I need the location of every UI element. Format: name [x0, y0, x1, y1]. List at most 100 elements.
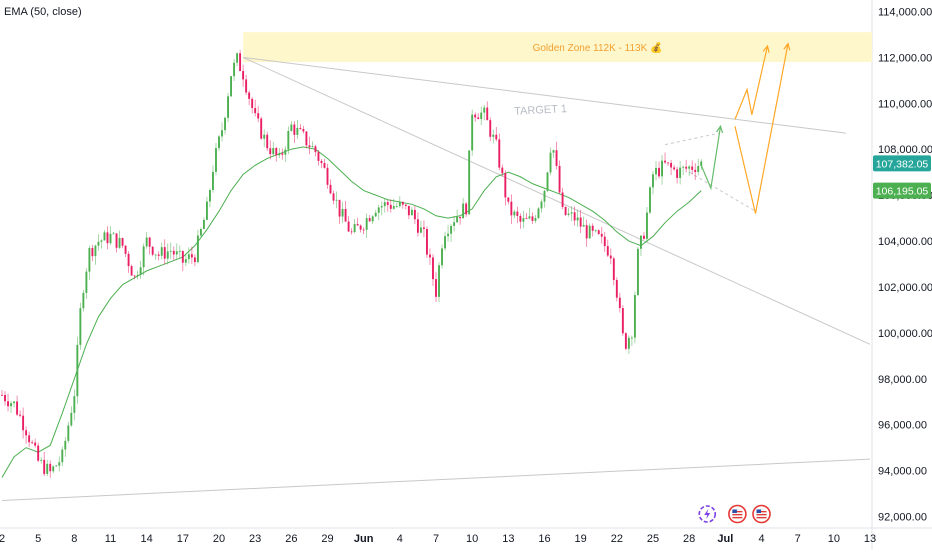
candle-up	[236, 53, 239, 63]
candle-up	[471, 114, 474, 151]
candle-up	[88, 247, 91, 272]
candle-down	[667, 162, 670, 164]
candle-down	[317, 152, 320, 161]
candle-down	[305, 131, 308, 146]
candle-down	[606, 246, 609, 256]
candle-down	[498, 139, 501, 168]
forecast-scenario-a	[734, 45, 769, 120]
candle-up	[450, 225, 453, 234]
candle-up	[290, 124, 293, 131]
candle-down	[670, 162, 673, 168]
time-tick-label: 20	[213, 533, 225, 545]
flag-icon-canton	[756, 509, 761, 513]
candle-down	[181, 250, 184, 263]
ema-layer	[1, 146, 702, 478]
price-tick-label: 102,000.00	[878, 282, 932, 294]
candle-up	[263, 134, 266, 139]
candle-down	[323, 163, 326, 168]
flag-icon-stripe	[756, 517, 767, 519]
time-tick-label: 11	[105, 533, 116, 545]
candle-down	[600, 233, 603, 237]
golden-zone-layer: Golden Zone 112K - 113K 💰	[243, 32, 873, 62]
time-tick-label: 5	[35, 533, 41, 545]
candle-down	[432, 257, 434, 280]
candle-up	[570, 212, 573, 214]
time-tick-label: 4	[758, 533, 764, 545]
candle-down	[163, 247, 166, 259]
event-marker-layer	[698, 504, 771, 524]
candle-up	[209, 190, 211, 202]
candle-down	[422, 227, 425, 229]
candle-up	[483, 107, 486, 113]
candle-up	[10, 403, 12, 407]
candle-up	[513, 211, 516, 216]
flag-icon-stripe	[756, 511, 767, 513]
candle-up	[67, 425, 70, 441]
candle-down	[22, 415, 25, 431]
time-tick-label: 26	[285, 533, 297, 545]
candle-up	[70, 412, 73, 426]
candle-up	[537, 208, 540, 218]
ema-50-line	[1, 146, 702, 478]
candle-up	[79, 308, 82, 345]
forecast-arrowhead	[762, 44, 770, 53]
candle-up	[639, 235, 642, 249]
candle-down	[172, 250, 175, 255]
candle-up	[395, 206, 398, 207]
candle-down	[401, 202, 404, 205]
candle-up	[661, 160, 663, 177]
candle-down	[302, 129, 305, 132]
candle-up	[353, 224, 356, 233]
candle-up	[112, 233, 115, 235]
time-axis: 2 5 8 11 14 17 20 23 26 29 Jun 4 7 10 13 16 19 22 25 28 Jul 4…	[0, 533, 876, 545]
candle-down	[157, 254, 160, 256]
candle-up	[410, 209, 413, 216]
candle-down	[362, 229, 365, 231]
candle-down	[34, 442, 37, 446]
candle-up	[199, 229, 202, 236]
candle-down	[130, 266, 133, 276]
ema-price-label: 106,195.05	[876, 186, 929, 198]
time-tick-label: 2	[0, 533, 5, 545]
candle-up	[85, 271, 88, 293]
candle-down	[603, 236, 606, 247]
candle-down	[691, 166, 694, 170]
candle-up	[492, 134, 495, 137]
candle-up	[212, 171, 214, 191]
candle-up	[447, 233, 450, 237]
candle-down	[585, 225, 588, 239]
candle-down	[435, 279, 437, 297]
candle-down	[618, 297, 621, 309]
candle-down	[193, 257, 196, 263]
trend-line-upper-resistance	[243, 56, 846, 134]
candle-up	[627, 337, 630, 349]
candle-down	[275, 147, 278, 156]
last-price-label-bg	[873, 155, 931, 172]
candle-up	[636, 248, 639, 296]
candle-down	[28, 435, 31, 443]
price-tick-label: 112,000.00	[878, 52, 932, 64]
price-tick-label: 98,000.00	[878, 374, 927, 386]
indicator-title[interactable]: EMA (50, close)	[4, 6, 82, 18]
price-tick-label: 108,000.00	[878, 144, 932, 156]
candle-up	[46, 463, 49, 474]
candle-down	[254, 108, 257, 114]
candle-down	[115, 233, 118, 248]
candle-down	[386, 202, 389, 205]
flag-icon-stripe	[732, 511, 743, 513]
time-tick-label: 10	[466, 533, 478, 545]
candle-down	[673, 167, 676, 170]
candle-down	[359, 225, 362, 230]
time-tick-label: Jul	[717, 533, 733, 545]
time-tick-label: 8	[71, 533, 77, 545]
candle-down	[501, 167, 504, 174]
flag-icon-stripe	[732, 517, 743, 519]
candle-up	[335, 199, 338, 201]
price-label-layer: 107,382.05 106,195.05	[873, 155, 931, 199]
candle-down	[486, 107, 489, 121]
forecast-layer	[700, 42, 791, 214]
candle-down	[368, 218, 371, 222]
candle-down	[25, 430, 28, 436]
